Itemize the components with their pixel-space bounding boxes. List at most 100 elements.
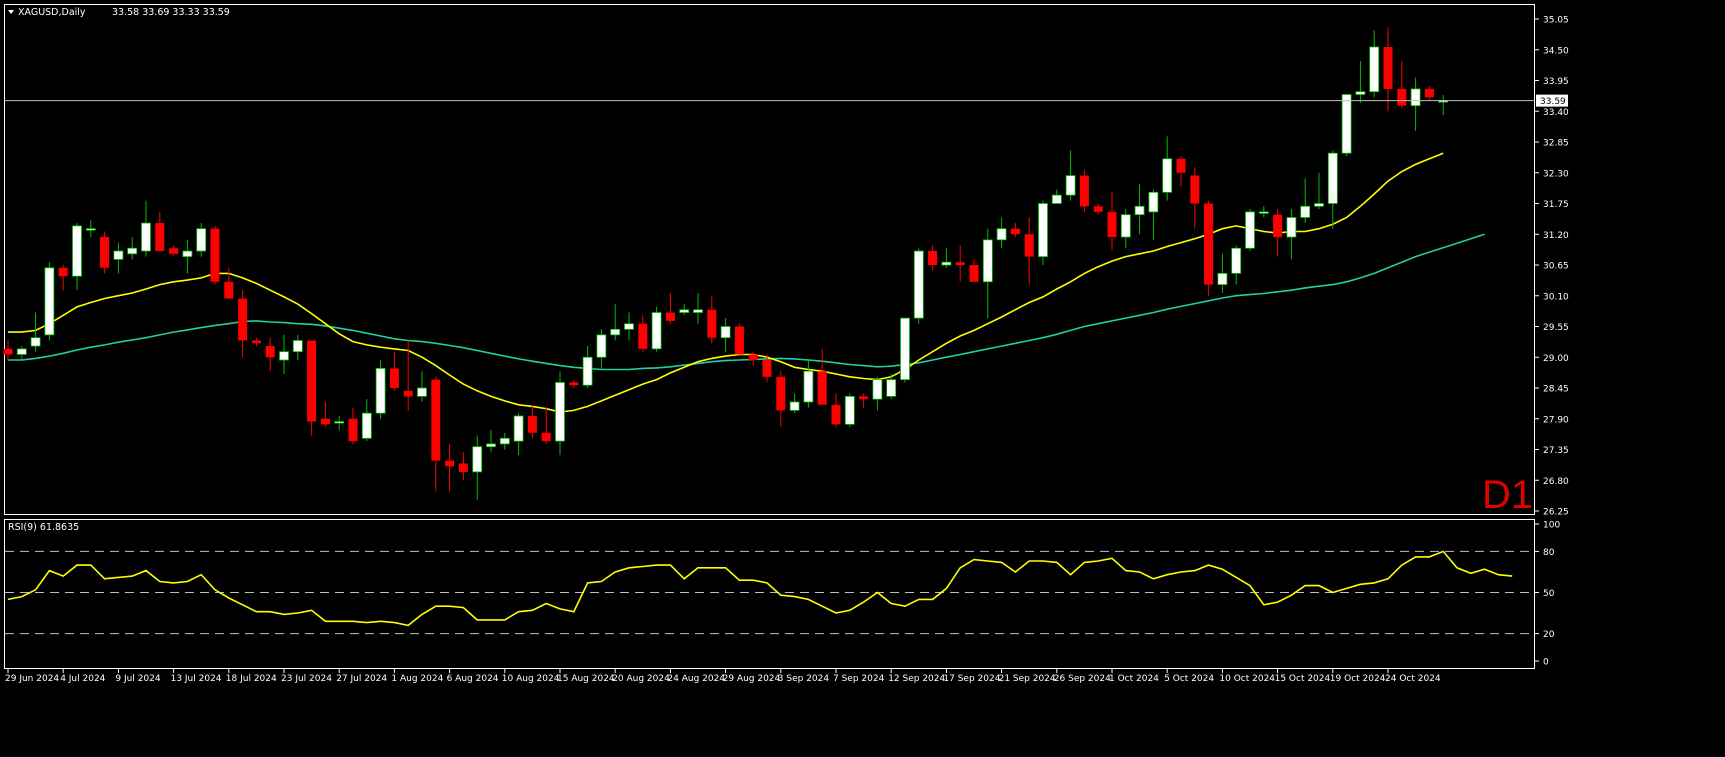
candle[interactable] <box>803 360 814 408</box>
candle[interactable] <box>941 248 952 268</box>
candle[interactable] <box>776 371 786 428</box>
candle[interactable] <box>748 351 758 366</box>
candle[interactable] <box>1300 178 1311 224</box>
candle[interactable] <box>555 371 565 456</box>
candle[interactable] <box>913 248 924 324</box>
candle[interactable] <box>624 312 634 341</box>
candle[interactable] <box>693 292 703 324</box>
candle[interactable] <box>389 351 399 391</box>
candle[interactable] <box>361 399 372 442</box>
candle[interactable] <box>982 228 993 319</box>
candle[interactable] <box>16 346 27 361</box>
candle[interactable] <box>1231 245 1242 285</box>
candle[interactable] <box>196 223 207 257</box>
candle[interactable] <box>859 393 869 408</box>
candle[interactable] <box>30 312 41 352</box>
candle[interactable] <box>707 295 717 344</box>
candle[interactable] <box>1024 217 1034 285</box>
candle[interactable] <box>224 267 234 299</box>
candle[interactable] <box>210 225 220 285</box>
candle[interactable] <box>431 376 441 492</box>
candle[interactable] <box>320 401 330 428</box>
candle[interactable] <box>3 340 13 361</box>
candle[interactable] <box>1355 60 1366 103</box>
candle[interactable] <box>1258 206 1269 218</box>
candle[interactable] <box>44 262 55 341</box>
candle[interactable] <box>486 429 496 453</box>
candle[interactable] <box>1079 169 1089 212</box>
candle[interactable] <box>58 265 68 291</box>
candle[interactable] <box>375 360 386 419</box>
candle[interactable] <box>1204 200 1214 296</box>
candle[interactable] <box>127 237 138 260</box>
candle[interactable] <box>1190 167 1200 229</box>
candle[interactable] <box>348 407 358 444</box>
candle[interactable] <box>1369 30 1380 98</box>
candle[interactable] <box>445 443 455 492</box>
candle[interactable] <box>417 371 427 402</box>
candle[interactable] <box>1093 203 1103 215</box>
candle[interactable] <box>969 259 979 282</box>
candle[interactable] <box>169 245 179 257</box>
candle[interactable] <box>831 393 841 428</box>
rsi-panel[interactable] <box>4 519 1535 669</box>
candle[interactable] <box>844 393 855 428</box>
candle[interactable] <box>513 413 524 456</box>
candle[interactable] <box>458 452 468 481</box>
candle[interactable] <box>955 245 965 282</box>
candle[interactable] <box>872 376 883 411</box>
candle[interactable] <box>1065 150 1076 201</box>
candle[interactable] <box>596 329 607 369</box>
candle[interactable] <box>679 304 690 316</box>
candle[interactable] <box>155 211 165 252</box>
candle[interactable] <box>238 290 248 358</box>
candle[interactable] <box>1148 189 1159 240</box>
candle[interactable] <box>1120 209 1131 249</box>
candle[interactable] <box>582 346 593 388</box>
candle[interactable] <box>817 348 827 405</box>
candle[interactable] <box>85 220 96 238</box>
candle[interactable] <box>1424 86 1434 101</box>
candle[interactable] <box>1010 223 1020 238</box>
candle[interactable] <box>279 334 289 375</box>
candle[interactable] <box>1107 192 1117 252</box>
candle[interactable] <box>720 318 731 352</box>
candle[interactable] <box>1038 200 1048 265</box>
candle[interactable] <box>403 340 413 411</box>
candle[interactable] <box>541 407 551 444</box>
candle[interactable] <box>1410 77 1421 131</box>
candle[interactable] <box>1314 172 1324 210</box>
candle[interactable] <box>307 340 317 436</box>
candle[interactable] <box>1051 189 1062 204</box>
candle[interactable] <box>569 379 579 388</box>
candle[interactable] <box>1286 209 1297 260</box>
candle[interactable] <box>182 239 193 274</box>
candle[interactable] <box>996 217 1007 249</box>
candle[interactable] <box>928 245 938 271</box>
candle[interactable] <box>265 337 275 372</box>
candle[interactable] <box>499 432 510 450</box>
candle[interactable] <box>762 354 772 383</box>
price-panel[interactable] <box>4 4 1535 515</box>
candle[interactable] <box>638 315 648 352</box>
candle[interactable] <box>900 317 910 383</box>
candle[interactable] <box>1162 136 1173 201</box>
candle[interactable] <box>651 306 662 352</box>
candle[interactable] <box>334 415 345 430</box>
candle[interactable] <box>665 292 675 324</box>
candle[interactable] <box>734 323 744 355</box>
candle[interactable] <box>1327 150 1338 229</box>
candle[interactable] <box>292 334 303 361</box>
candle[interactable] <box>251 337 261 347</box>
collapse-triangle-icon[interactable] <box>8 10 14 14</box>
candle[interactable] <box>113 242 124 274</box>
candle[interactable] <box>1176 155 1186 187</box>
candle[interactable] <box>610 304 621 341</box>
candle[interactable] <box>789 393 800 414</box>
candle[interactable] <box>472 435 483 500</box>
candle[interactable] <box>1134 183 1145 235</box>
candle[interactable] <box>527 404 537 439</box>
candle[interactable] <box>1383 27 1393 112</box>
candle[interactable] <box>1341 94 1352 156</box>
candle[interactable] <box>100 231 110 274</box>
